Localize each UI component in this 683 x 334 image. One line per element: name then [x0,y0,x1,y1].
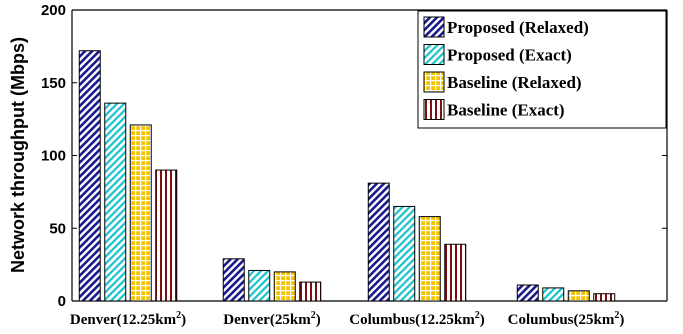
y-tick-label: 100 [41,148,66,165]
bar-baseline-relaxed-2 [418,216,441,302]
legend-label: Proposed (Exact) [447,46,572,65]
y-tick-label: 50 [49,220,66,237]
bar-proposed-exact-1 [248,269,271,302]
bar-baseline-exact-0 [155,169,178,302]
y-tick-label: 200 [41,2,66,19]
bar-proposed-exact-3 [542,287,565,302]
legend-swatch [423,99,445,120]
legend-box [417,10,667,129]
x-tick-label: Columbus(12.25km2) [349,310,484,328]
bar-proposed-relaxed-3 [516,284,539,302]
y-tick-label: 0 [58,293,66,310]
legend-label: Proposed (Relaxed) [447,18,589,37]
bar-baseline-relaxed-0 [129,124,152,302]
bar-proposed-relaxed-1 [222,258,245,302]
bar-baseline-exact-1 [299,281,322,302]
x-tick-label: Columbus(25km2) [508,310,625,328]
bar-proposed-exact-2 [393,205,416,302]
bar-proposed-relaxed-0 [78,50,101,302]
x-tick-label: Denver(25km2) [223,310,321,328]
y-ticks: 0 50 100 150 200 [41,2,667,310]
y-tick-label: 150 [41,75,66,92]
legend-label: Baseline (Relaxed) [447,73,582,92]
bar-baseline-exact-2 [444,243,467,302]
legend-swatch [423,71,445,93]
bar-proposed-exact-0 [104,102,127,302]
x-tick-label: Denver(12.25km2) [70,310,186,328]
legend-swatch [423,44,445,65]
bars [78,50,616,302]
legend-swatch [423,16,445,38]
legend: Proposed (Relaxed) Proposed (Exact) Baseli… [417,10,667,129]
y-axis-label: Network throughput (Mbps) [8,37,28,273]
bar-baseline-exact-3 [593,293,616,302]
bar-baseline-relaxed-3 [567,290,590,302]
bar-proposed-relaxed-2 [367,182,390,302]
x-ticks: Denver(12.25km2) Denver(25km2) Columbus(12… [70,310,624,328]
bar-baseline-relaxed-1 [273,271,296,302]
legend-label: Baseline (Exact) [447,101,565,120]
